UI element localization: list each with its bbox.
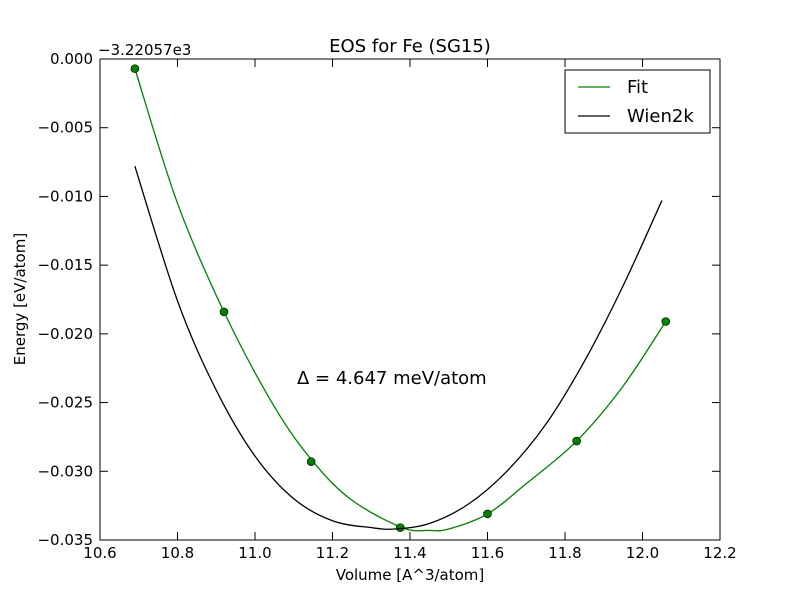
y-tick-label: −0.030 xyxy=(37,462,93,480)
y-tick-label: −0.015 xyxy=(37,256,93,274)
data-point xyxy=(483,509,492,519)
y-tick-labels: 0.000 −0.005 −0.010 −0.015 −0.020 −0.025 −0.03… xyxy=(37,50,93,549)
y-tick-label: 0.000 xyxy=(50,50,93,68)
x-tick-label: 10.6 xyxy=(83,544,116,562)
x-tick-label: 12.2 xyxy=(703,544,736,562)
plot-frame xyxy=(99,58,721,541)
chart-title: EOS for Fe (SG15) xyxy=(329,36,491,57)
y-offset-label: −3.22057e3 xyxy=(98,41,191,59)
x-tick-label: 12.0 xyxy=(626,544,659,562)
y-tick-label: −0.025 xyxy=(37,394,93,412)
data-point xyxy=(219,307,229,317)
data-point xyxy=(306,457,316,466)
legend-wien2k-label: Wien2k xyxy=(627,106,694,127)
x-tick-label: 11.6 xyxy=(471,544,504,562)
legend-box xyxy=(564,69,711,134)
series-line-fit xyxy=(134,68,667,532)
x-tick-label: 11.4 xyxy=(393,544,426,562)
x-tick-label: 10.8 xyxy=(161,544,194,562)
x-axis-label: Volume [A^3/atom] xyxy=(336,566,485,584)
legend-fit-label: Fit xyxy=(627,77,648,98)
y-tick-label: −0.005 xyxy=(37,119,93,137)
x-tick-label: 11.0 xyxy=(238,544,271,562)
x-tick-labels: 10.6 10.8 11.0 11.2 11.4 11.6 11.8 12.0 12.2 xyxy=(83,544,736,562)
plot-content xyxy=(130,64,671,532)
series-line-wien2k xyxy=(134,165,663,530)
data-point xyxy=(661,317,671,326)
delta-annotation: Δ = 4.647 meV/atom xyxy=(297,368,487,389)
legend: Fit Wien2k xyxy=(564,69,711,134)
x-tick-label: 11.8 xyxy=(548,544,581,562)
data-point xyxy=(396,523,405,532)
y-tick-label: −0.035 xyxy=(37,531,93,549)
y-tick-label: −0.020 xyxy=(37,325,93,343)
y-tick-label: −0.010 xyxy=(37,187,93,205)
x-tick-label: 11.2 xyxy=(316,544,349,562)
y-axis-label: Energy [eV/atom] xyxy=(11,233,29,365)
data-point xyxy=(130,64,140,73)
data-point xyxy=(572,436,581,446)
